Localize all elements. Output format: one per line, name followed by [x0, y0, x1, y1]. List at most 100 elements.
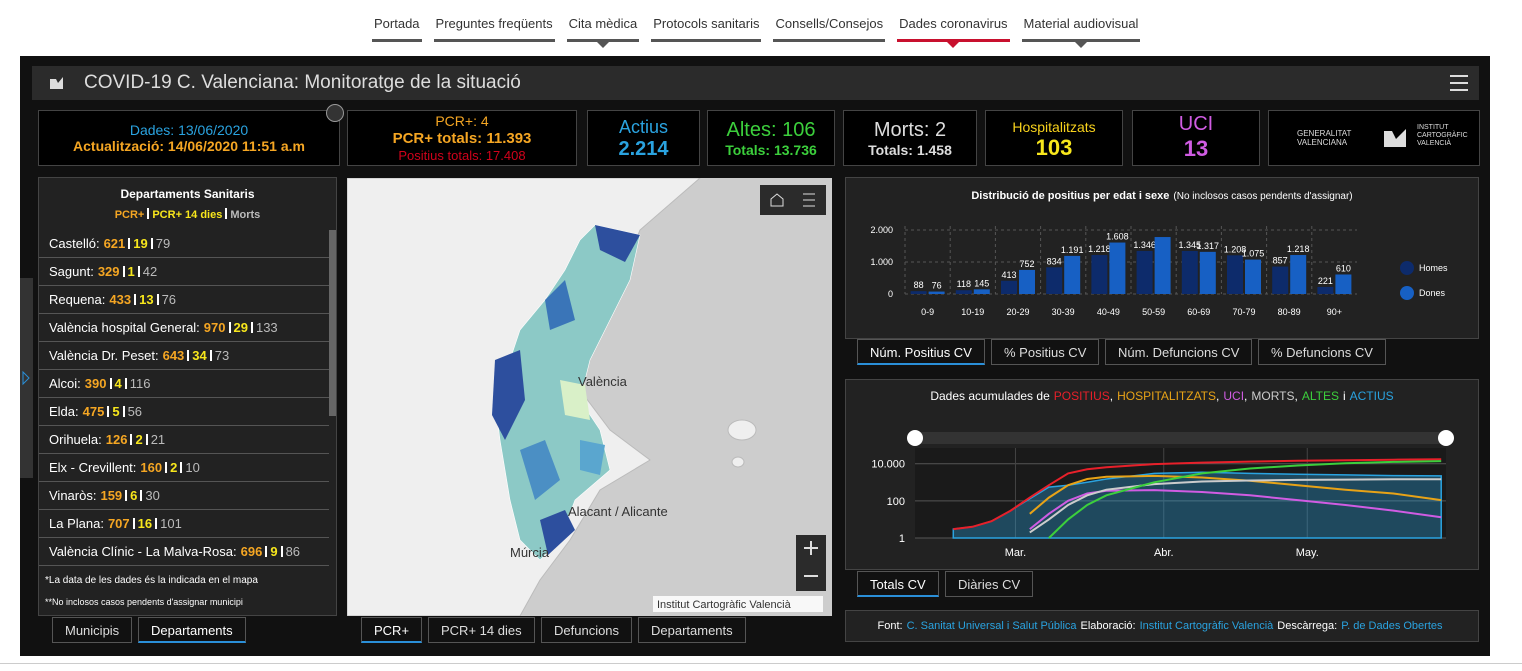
side-toggle[interactable] — [20, 278, 33, 478]
hosp-box: Hospitalitzats 103 — [985, 110, 1123, 166]
nav-item[interactable]: Dades coronavirus — [897, 16, 1010, 48]
tab[interactable]: Municipis — [52, 617, 133, 643]
scrollbar[interactable] — [329, 230, 336, 416]
dropdown-arrow — [596, 42, 609, 54]
expand-button[interactable] — [326, 104, 344, 122]
x-tick-label: 0-9 — [921, 307, 934, 317]
bar — [1136, 250, 1153, 294]
line — [1029, 478, 1442, 534]
dept-pcr: 160 — [140, 460, 163, 475]
dept-pcr14: 34 — [192, 348, 207, 363]
tab[interactable]: Defuncions — [541, 617, 633, 643]
x-tick-label: 40-49 — [1097, 307, 1120, 317]
nav-item[interactable]: Portada — [372, 16, 422, 42]
nav-item[interactable]: Preguntes freqüents — [433, 16, 555, 42]
legend-item: Morts — [230, 209, 261, 221]
x-tick-label: Mar. — [1005, 547, 1026, 559]
tab[interactable]: % Defuncions CV — [1258, 339, 1386, 365]
bar — [1019, 269, 1035, 294]
slider-track — [915, 432, 1446, 444]
dept-pcr14: 29 — [233, 320, 248, 335]
bar — [955, 290, 972, 294]
value-label: 1.218 — [1287, 244, 1310, 254]
dept-morts: 42 — [142, 264, 158, 279]
tab[interactable]: PCR+ — [361, 617, 423, 643]
tab[interactable]: Departaments — [638, 617, 746, 643]
tab[interactable]: Diàries CV — [945, 571, 1034, 597]
dept-pcr: 433 — [109, 292, 132, 307]
y-tick-label: 10.000 — [871, 459, 905, 471]
dept-pcr: 329 — [97, 264, 120, 279]
nav-item[interactable]: Cita mèdica — [566, 16, 640, 48]
tab[interactable]: % Positius CV — [991, 339, 1100, 365]
source-bar: Font: C. Sanitat Universal i Salut Públic… — [845, 610, 1479, 642]
separator — [209, 350, 212, 361]
separator — [132, 518, 135, 529]
value-label: 76 — [932, 281, 942, 291]
nav-item[interactable]: Protocols sanitaris — [651, 16, 762, 42]
map-label: Alacant / Alicante — [568, 504, 668, 519]
logos-box: GENERALITAT VALENCIANA INSTITUT CARTOGRÀFI… — [1268, 110, 1480, 166]
map-attribution: Institut Cartogràfic Valencià — [657, 599, 792, 611]
separator — [130, 434, 133, 445]
separator — [187, 350, 190, 361]
line — [1029, 474, 1442, 515]
age-chart: Distribució de positius per edat i sexe (… — [870, 190, 1448, 317]
dropdown-arrow — [1075, 42, 1087, 54]
dept-pcr: 707 — [107, 516, 130, 531]
separator — [155, 518, 158, 529]
dept-pcr: 475 — [82, 404, 105, 419]
tab[interactable]: Totals CV — [857, 571, 939, 597]
separator — [122, 266, 125, 277]
slider-handle[interactable] — [907, 430, 923, 446]
altes: Altes: 106 — [726, 119, 816, 141]
uci-label: UCI — [1178, 113, 1214, 135]
separator — [125, 490, 128, 501]
legend-label: Homes — [1419, 263, 1448, 273]
tab[interactable]: Núm. Defuncions CV — [1105, 339, 1253, 365]
altes-totals: Totals: 13.736 — [725, 142, 817, 158]
dept-morts: 86 — [285, 544, 301, 559]
dept-name: Sagunt: — [49, 264, 94, 279]
dept-pcr: 126 — [105, 432, 128, 447]
separator — [134, 294, 137, 305]
dept-name: Elx - Crevillent: — [49, 460, 137, 475]
dept-morts: 116 — [129, 376, 151, 391]
dept-pcr14: 1 — [127, 264, 135, 279]
dept-pcr14: 2 — [170, 460, 178, 475]
separator — [140, 490, 143, 501]
uci-box: UCI 13 — [1132, 110, 1260, 166]
pcr: PCR+: 4 — [435, 113, 489, 129]
bar — [1335, 274, 1352, 294]
source-link[interactable]: C. Sanitat Universal i Salut Pública — [906, 620, 1077, 632]
source-link[interactable]: P. de Dades Obertes — [1341, 620, 1443, 632]
actius-value: 2.214 — [618, 138, 669, 160]
pcr-totals: PCR+ totals: 11.393 — [392, 130, 532, 147]
tab[interactable]: Departaments — [138, 617, 246, 643]
subtitle: (No inclosos casos pendents d'assignar) — [1173, 191, 1352, 202]
dept-name: Alcoi: — [49, 376, 81, 391]
dept-row: Castelló: 621 19 79 — [39, 230, 329, 258]
value-label: 1.191 — [1061, 245, 1084, 255]
slider-handle[interactable] — [1438, 430, 1454, 446]
cumulative-chart: 1 100 10.000 Mar. Abr. May. — [871, 430, 1454, 559]
dept-pcr: 970 — [203, 320, 226, 335]
tab[interactable]: Núm. Positius CV — [857, 339, 985, 365]
hosp-label: Hospitalitzats — [1012, 119, 1096, 135]
nav-item[interactable]: Consells/Consejos — [773, 16, 886, 42]
bar — [928, 291, 945, 294]
tab[interactable]: PCR+ 14 dies — [428, 617, 535, 643]
x-tick-label: 10-19 — [961, 307, 984, 317]
menu-button[interactable] — [1449, 74, 1469, 92]
x-tick-label: 20-29 — [1006, 307, 1029, 317]
logo-icon — [50, 77, 63, 89]
separator — [165, 462, 168, 473]
title: Distribució de positius per edat i sexe — [971, 190, 1169, 202]
dept-pcr14: 6 — [130, 488, 138, 503]
bar — [1199, 251, 1216, 294]
nav-item[interactable]: Material audiovisual — [1021, 16, 1141, 48]
dept-morts: 79 — [155, 236, 171, 251]
source-link[interactable]: Institut Cartogràfic Valencià — [1139, 620, 1274, 632]
x-tick-label: 30-39 — [1052, 307, 1075, 317]
